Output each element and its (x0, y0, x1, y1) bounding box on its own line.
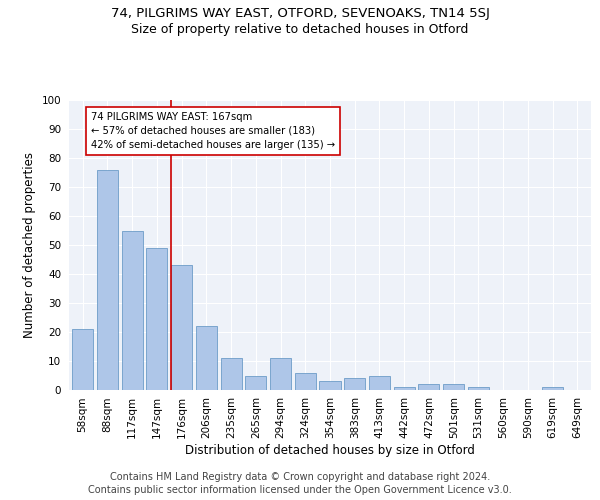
Bar (468, 387, 489, 390)
Bar (443, 384, 464, 390)
Bar (196, 326, 217, 390)
Bar (122, 230, 143, 390)
Bar (171, 266, 192, 390)
Bar (418, 384, 439, 390)
Text: Contains HM Land Registry data © Crown copyright and database right 2024.
Contai: Contains HM Land Registry data © Crown c… (88, 472, 512, 495)
Bar (319, 382, 341, 390)
Bar (146, 248, 167, 390)
Bar (72, 329, 93, 390)
Bar (270, 358, 291, 390)
Text: 74 PILGRIMS WAY EAST: 167sqm
← 57% of detached houses are smaller (183)
42% of s: 74 PILGRIMS WAY EAST: 167sqm ← 57% of de… (91, 112, 335, 150)
Bar (369, 376, 390, 390)
X-axis label: Distribution of detached houses by size in Otford: Distribution of detached houses by size … (185, 444, 475, 457)
Y-axis label: Number of detached properties: Number of detached properties (23, 152, 36, 338)
Bar (542, 387, 563, 390)
Text: 74, PILGRIMS WAY EAST, OTFORD, SEVENOAKS, TN14 5SJ: 74, PILGRIMS WAY EAST, OTFORD, SEVENOAKS… (110, 8, 490, 20)
Bar (221, 358, 242, 390)
Bar (97, 170, 118, 390)
Text: Size of property relative to detached houses in Otford: Size of property relative to detached ho… (131, 22, 469, 36)
Bar (344, 378, 365, 390)
Bar (295, 372, 316, 390)
Bar (245, 376, 266, 390)
Bar (394, 387, 415, 390)
